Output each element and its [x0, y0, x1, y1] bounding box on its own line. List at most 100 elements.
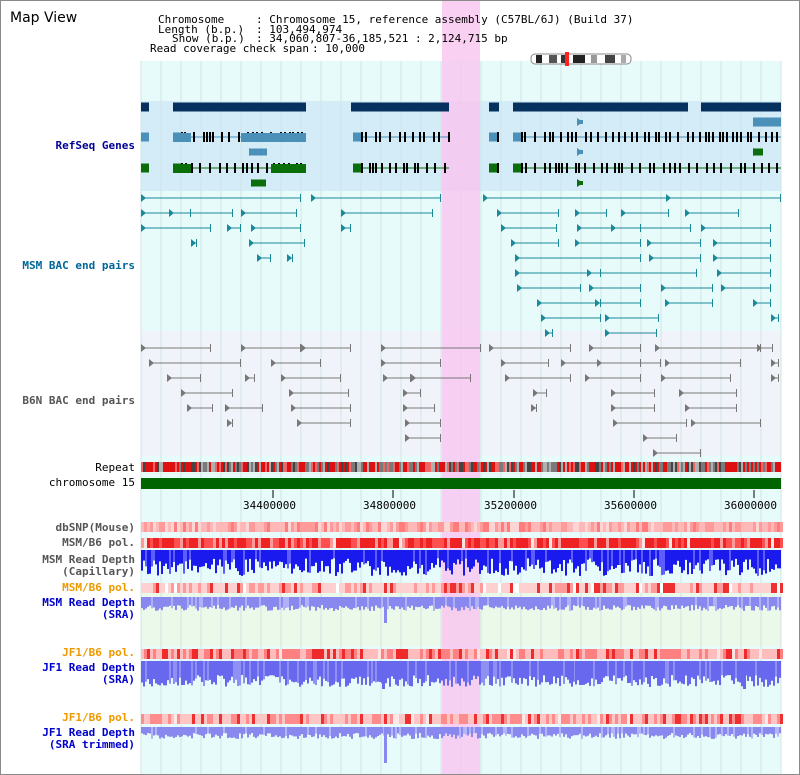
depth-bar: [193, 661, 195, 681]
heatmap-cell: [750, 522, 753, 532]
depth-bar: [647, 661, 649, 684]
heatmap-cell: [771, 538, 774, 548]
repeat-segment: [611, 462, 613, 472]
depth-bar: [527, 597, 529, 611]
repeat-segment: [195, 462, 197, 472]
bac-end: [575, 209, 580, 217]
depth-bar: [751, 661, 753, 682]
heatmap-cell: [720, 714, 723, 724]
repeat-segment: [755, 462, 757, 472]
heatmap-cell: [159, 522, 162, 532]
depth-bar: [169, 727, 171, 737]
depth-bar: [581, 550, 583, 564]
depth-bar: [547, 597, 549, 606]
depth-bar: [477, 661, 479, 677]
repeat-segment: [689, 462, 691, 472]
depth-bar: [481, 550, 483, 571]
heatmap-cell: [225, 583, 228, 593]
depth-bar: [209, 661, 211, 680]
heatmap-cell: [480, 522, 483, 532]
depth-bar: [643, 597, 645, 609]
heatmap-cell: [429, 649, 432, 659]
depth-bar: [249, 661, 251, 685]
depth-bar: [433, 661, 435, 683]
depth-bar: [303, 550, 305, 571]
depth-bar: [347, 597, 349, 608]
heatmap-cell: [372, 522, 375, 532]
depth-bar: [393, 727, 395, 739]
depth-bar: [335, 727, 337, 737]
depth-bar: [677, 727, 679, 737]
bac-end: [533, 389, 538, 397]
repeat-segment: [415, 462, 417, 472]
depth-bar: [571, 550, 573, 563]
depth-bar: [757, 661, 759, 686]
depth-bar: [651, 597, 653, 608]
depth-bar: [487, 550, 489, 573]
depth-bar: [719, 727, 721, 735]
depth-bar: [203, 727, 205, 739]
depth-bar: [359, 727, 361, 738]
repeat-segment: [685, 462, 687, 472]
heatmap-cell: [600, 583, 603, 593]
depth-bar: [155, 661, 157, 684]
heatmap-cell: [252, 714, 255, 724]
heatmap-cell: [762, 714, 765, 724]
heatmap-cell: [480, 538, 483, 548]
depth-bar: [769, 727, 771, 734]
heatmap-cell: [384, 714, 387, 724]
depth-bar: [457, 661, 459, 684]
repeat-segment: [263, 462, 265, 472]
depth-bar: [333, 597, 335, 611]
depth-bar: [409, 550, 411, 570]
ideogram-band: [605, 55, 615, 63]
bac-end: [432, 209, 433, 217]
gene-exon: [361, 132, 363, 142]
repeat-segment: [327, 462, 329, 472]
gene-strand-arrow: [753, 148, 759, 156]
heatmap-cell: [213, 714, 216, 724]
depth-bar: [561, 597, 563, 610]
depth-bar: [319, 727, 321, 735]
gene-strand-arrow: [489, 103, 495, 111]
heatmap-cell: [198, 714, 201, 724]
heatmap-cell: [690, 583, 693, 593]
heatmap-cell: [219, 714, 222, 724]
depth-bar: [461, 661, 463, 679]
depth-bar: [639, 661, 641, 680]
repeat-segment: [463, 462, 465, 472]
heatmap-cell: [159, 649, 162, 659]
heatmap-cell: [558, 522, 561, 532]
heatmap-cell: [474, 538, 477, 548]
depth-bar: [153, 661, 155, 680]
depth-bar: [445, 727, 447, 734]
heatmap-cell: [708, 583, 711, 593]
heatmap-cell: [150, 522, 153, 532]
depth-bar: [469, 597, 471, 611]
depth-bar: [671, 550, 673, 574]
heatmap-cell: [441, 538, 444, 548]
depth-bar: [337, 550, 339, 573]
depth-bar: [441, 597, 443, 606]
depth-bar: [369, 661, 371, 686]
depth-bar: [517, 597, 519, 609]
heatmap-cell: [555, 714, 558, 724]
depth-bar: [329, 661, 331, 687]
gene-exon: [585, 132, 587, 142]
heatmap-cell: [192, 583, 195, 593]
depth-bar: [295, 597, 297, 609]
gene-body: [173, 164, 191, 173]
heatmap-cell: [264, 714, 267, 724]
repeat-segment: [699, 462, 701, 472]
depth-bar: [321, 727, 323, 737]
depth-bar: [431, 597, 433, 606]
depth-bar: [427, 550, 429, 572]
gene-exon: [238, 132, 240, 142]
depth-bar: [189, 550, 191, 560]
depth-bar: [193, 597, 195, 606]
depth-bar: [675, 661, 677, 681]
depth-bar: [519, 597, 521, 607]
heatmap-cell: [423, 714, 426, 724]
repeat-segment: [563, 462, 565, 472]
